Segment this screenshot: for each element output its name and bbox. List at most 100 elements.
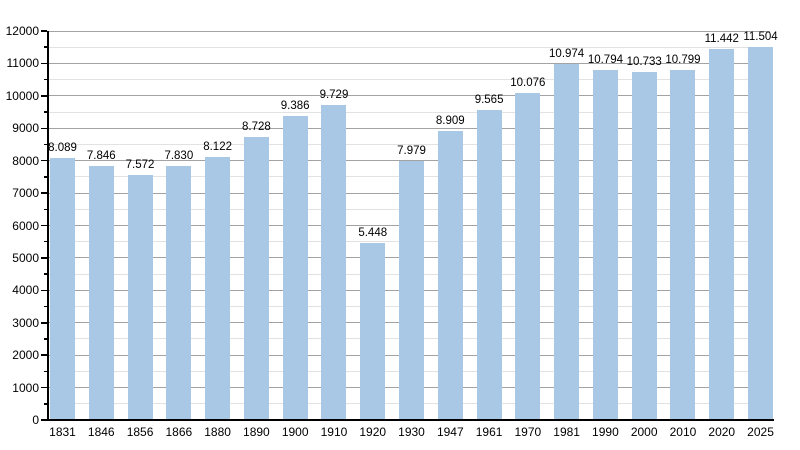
y-axis-tick-label: 4000	[12, 283, 39, 298]
y-axis-major-tick	[41, 354, 47, 356]
y-axis-minor-tick	[43, 240, 47, 243]
x-axis-tick-label: 1846	[87, 425, 115, 439]
y-axis-major-tick	[41, 127, 47, 129]
bar-value-label: 7.979	[397, 145, 426, 158]
y-axis-major-tick	[41, 30, 47, 32]
y-axis-major-tick	[41, 419, 47, 421]
bar-value-label: 10.794	[587, 54, 623, 67]
bar-value-label: 11.504	[743, 31, 778, 44]
x-axis-tick-label: 1990	[592, 425, 619, 439]
bar-value-label: 8.728	[242, 121, 271, 134]
bar-1831	[50, 157, 75, 420]
bar-value-label: 10.076	[510, 77, 546, 90]
bar-1890	[243, 137, 269, 420]
bar-1961	[476, 109, 502, 420]
y-axis-tick-label: 11000	[6, 56, 39, 71]
x-axis-tick-label: 1947	[436, 425, 464, 439]
y-axis-major-tick	[41, 386, 47, 389]
y-axis-major-tick	[41, 159, 47, 162]
y-axis-minor-tick	[43, 273, 47, 275]
gridline-minor	[48, 79, 770, 81]
y-axis-tick-label: 9000	[12, 121, 39, 136]
y-axis-minor-tick	[43, 305, 47, 308]
y-axis-major-tick	[41, 322, 47, 324]
bar-2010	[670, 69, 696, 420]
y-axis-minor-tick	[43, 403, 47, 405]
bar-value-label: 11.442	[704, 33, 739, 46]
x-axis-tick-label: 2020	[708, 425, 736, 439]
bar-value-label: 5.448	[358, 227, 388, 240]
bar-1990	[592, 70, 618, 420]
x-axis-tick-label: 1961	[475, 425, 503, 439]
x-axis-tick-label: 1910	[320, 425, 348, 439]
x-axis-tick-label: 1981	[553, 425, 580, 439]
gridline-minor	[48, 111, 770, 113]
gridline-minor	[48, 143, 770, 145]
bar-value-label: 7.830	[164, 150, 194, 163]
x-axis-tick-label: 1880	[204, 425, 231, 439]
x-axis-tick-label: 1970	[514, 425, 542, 439]
x-axis-line	[47, 419, 774, 421]
y-axis-minor-tick	[43, 208, 47, 211]
y-axis-tick-label: 10000	[5, 88, 39, 103]
x-axis-tick-label: 1890	[243, 425, 270, 439]
y-axis-tick-label: 6000	[12, 218, 39, 233]
x-axis-tick-label: 2000	[630, 425, 658, 439]
bar-value-label: 7.572	[125, 158, 155, 171]
gridline-major	[48, 62, 770, 64]
y-axis-major-tick	[41, 257, 47, 259]
x-axis-tick-label: 1930	[398, 425, 425, 439]
y-axis-tick-label: 1000	[12, 380, 39, 395]
bar-2000	[631, 72, 657, 420]
y-axis-major-tick	[41, 192, 47, 194]
bar-value-label: 9.386	[280, 99, 310, 112]
bar-2025	[748, 47, 774, 420]
x-axis-tick-label: 2010	[669, 425, 697, 439]
x-axis-tick-label: 2025	[747, 425, 774, 439]
x-axis-tick-label: 1920	[359, 425, 387, 439]
y-axis-tick-label: 3000	[12, 315, 39, 330]
x-axis-tick-label: 1900	[281, 425, 309, 439]
plot-area	[48, 30, 774, 420]
bar-value-label: 8.122	[203, 140, 232, 153]
bar-1880	[205, 156, 231, 420]
bar-1910	[321, 104, 347, 420]
bar-value-label: 8.089	[48, 141, 77, 154]
bar-value-label: 10.799	[665, 53, 701, 66]
gridline-major	[48, 95, 770, 97]
y-axis-minor-tick	[43, 338, 47, 340]
gridline-minor	[48, 46, 770, 48]
gridline-major	[48, 30, 770, 32]
gridline-major	[48, 127, 770, 129]
bar-2020	[709, 49, 735, 420]
y-axis-tick-label: 7000	[12, 186, 39, 201]
y-axis-minor-tick	[43, 111, 47, 113]
bar-value-label: 9.565	[474, 93, 504, 106]
y-axis-major-tick	[41, 224, 47, 227]
y-axis-tick-label: 2000	[12, 348, 39, 363]
y-axis-major-tick	[41, 95, 47, 97]
bar-value-label: 10.733	[626, 56, 662, 69]
y-axis-major-tick	[41, 62, 47, 65]
bar-1930	[399, 161, 425, 420]
bar-value-label: 9.729	[319, 88, 349, 101]
bar-value-label: 8.909	[435, 115, 465, 128]
gridline-major	[48, 160, 770, 162]
bar-value-label: 7.846	[86, 149, 116, 162]
y-axis-minor-tick	[43, 370, 47, 373]
bar-1856	[127, 174, 153, 420]
y-axis-minor-tick	[43, 143, 47, 146]
y-axis-major-tick	[41, 289, 47, 292]
y-axis-minor-tick	[43, 78, 47, 81]
y-axis-minor-tick	[43, 176, 47, 178]
x-axis-tick-label: 1856	[126, 425, 154, 439]
bar-1970	[515, 93, 541, 420]
bar-1947	[437, 131, 463, 420]
bar-1981	[554, 64, 580, 420]
y-axis-tick-label: 12000	[5, 24, 39, 38]
y-axis-minor-tick	[43, 46, 47, 48]
bar-1866	[166, 166, 192, 420]
bar-1920	[360, 243, 386, 420]
bar-value-label: 10.974	[549, 48, 585, 61]
